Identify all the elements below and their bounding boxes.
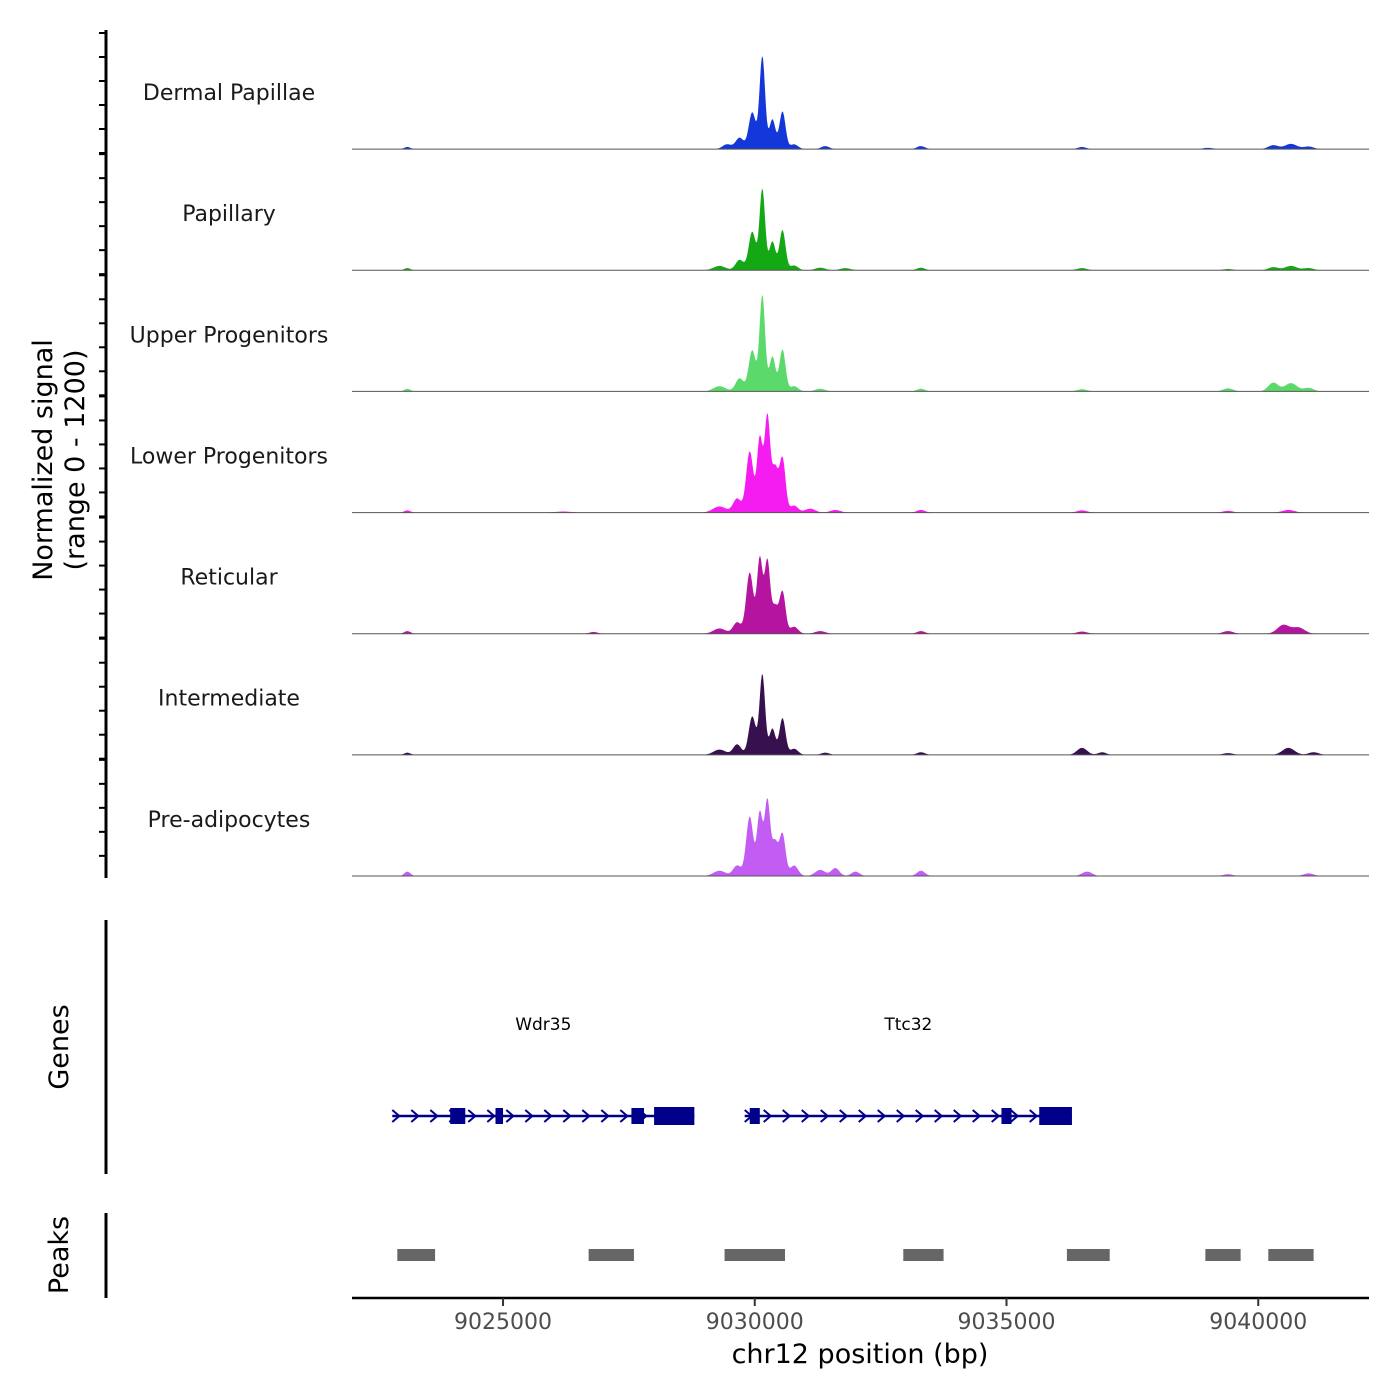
track-papillary: Papillary: [182, 188, 1369, 271]
strand-arrow-icon: [782, 1109, 792, 1123]
gene-track: Wdr35 Ttc32: [391, 1015, 1072, 1125]
signal-area-reticular: [352, 555, 1369, 634]
strand-arrow-icon: [877, 1109, 887, 1123]
exon-ttc32: [749, 1108, 760, 1124]
track-label-papillary: Papillary: [182, 202, 276, 227]
signal-ylabel-line2: (range 0 - 1200): [60, 350, 91, 571]
peak-region: [903, 1249, 944, 1261]
signal-y-axis: [99, 30, 108, 878]
strand-arrow-icon: [896, 1109, 906, 1123]
track-intermediate: Intermediate: [158, 673, 1369, 756]
track-label-reticular: Reticular: [180, 566, 278, 591]
track-label-pre-adipocytes: Pre-adipocytes: [148, 808, 311, 833]
track-upper-progenitors: Upper Progenitors: [130, 294, 1369, 392]
peak-region: [1066, 1249, 1110, 1261]
strand-arrow-icon: [915, 1109, 925, 1123]
gene-label-ttc32: Ttc32: [883, 1015, 932, 1035]
exon-wdr35: [495, 1108, 504, 1124]
strand-arrow-icon: [581, 1109, 591, 1123]
track-lower-progenitors: Lower Progenitors: [130, 413, 1369, 514]
signal-tracks: Dermal Papillae Papillary Upper Progenitor…: [130, 56, 1369, 877]
peak-region: [397, 1249, 436, 1261]
peak-region: [1268, 1249, 1314, 1261]
x-tick-label: 9040000: [1209, 1310, 1307, 1335]
signal-ylabel-line1: Normalized signal: [28, 339, 59, 581]
x-axis-title: chr12 position (bp): [732, 1339, 989, 1370]
exon-wdr35: [631, 1108, 645, 1124]
strand-arrow-icon: [858, 1109, 868, 1123]
strand-arrow-icon: [1029, 1109, 1039, 1123]
strand-arrow-icon: [524, 1109, 534, 1123]
strand-arrow-icon: [839, 1109, 849, 1123]
track-reticular: Reticular: [180, 555, 1369, 635]
peak-region: [724, 1249, 785, 1261]
peak-region: [1205, 1249, 1241, 1261]
exon-ttc32: [1001, 1108, 1012, 1124]
strand-arrow-icon: [562, 1109, 572, 1123]
strand-arrow-icon: [820, 1109, 830, 1123]
gene-label-wdr35: Wdr35: [515, 1015, 571, 1035]
peak-track: [397, 1249, 1314, 1261]
signal-area-lower-progenitors: [352, 413, 1369, 513]
signal-area-upper-progenitors: [352, 294, 1369, 392]
strand-arrow-icon: [801, 1109, 811, 1123]
strand-arrow-icon: [763, 1109, 773, 1123]
track-label-intermediate: Intermediate: [158, 687, 300, 712]
signal-area-pre-adipocytes: [352, 798, 1369, 876]
track-label-dermal-papillae: Dermal Papillae: [143, 81, 315, 106]
x-tick-label: 9025000: [454, 1310, 552, 1335]
strand-arrow-icon: [972, 1109, 982, 1123]
strand-arrow-icon: [429, 1109, 439, 1123]
strand-arrow-icon: [467, 1109, 477, 1123]
signal-area-dermal-papillae: [352, 56, 1369, 150]
exon-wdr35: [450, 1108, 466, 1124]
track-pre-adipocytes: Pre-adipocytes: [148, 798, 1369, 877]
x-axis: 9025000 9030000 9035000 9040000: [454, 1298, 1307, 1335]
strand-arrow-icon: [410, 1109, 420, 1123]
signal-area-intermediate: [352, 673, 1369, 755]
exon-ttc32: [1039, 1107, 1072, 1125]
signal-area-papillary: [352, 188, 1369, 271]
strand-arrow-icon: [391, 1109, 401, 1123]
strand-arrow-icon: [934, 1109, 944, 1123]
genes-panel-label: Genes: [44, 1004, 75, 1089]
track-label-lower-progenitors: Lower Progenitors: [130, 444, 328, 469]
peak-region: [588, 1249, 634, 1261]
strand-arrow-icon: [600, 1109, 610, 1123]
strand-arrow-icon: [505, 1109, 515, 1123]
strand-arrow-icon: [991, 1109, 1001, 1123]
strand-arrow-icon: [1010, 1109, 1020, 1123]
strand-arrow-icon: [543, 1109, 553, 1123]
gene-ttc32: Ttc32: [744, 1015, 1072, 1125]
gene-wdr35: Wdr35: [391, 1015, 695, 1125]
strand-arrow-icon: [619, 1109, 629, 1123]
x-tick-label: 9030000: [706, 1310, 804, 1335]
exon-wdr35: [654, 1107, 695, 1125]
track-dermal-papillae: Dermal Papillae: [143, 56, 1369, 150]
track-label-upper-progenitors: Upper Progenitors: [130, 323, 329, 348]
strand-arrow-icon: [953, 1109, 963, 1123]
peaks-panel-label: Peaks: [44, 1216, 75, 1294]
x-tick-label: 9035000: [958, 1310, 1056, 1335]
strand-arrow-icon: [486, 1109, 496, 1123]
